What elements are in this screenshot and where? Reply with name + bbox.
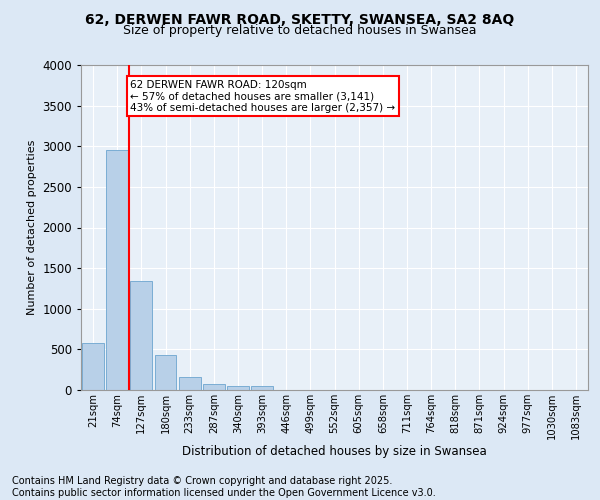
Text: Contains HM Land Registry data © Crown copyright and database right 2025.
Contai: Contains HM Land Registry data © Crown c… [12,476,436,498]
Bar [155,355,176,390]
Bar [203,384,224,390]
Text: 62, DERWEN FAWR ROAD, SKETTY, SWANSEA, SA2 8AQ: 62, DERWEN FAWR ROAD, SKETTY, SWANSEA, S… [85,12,515,26]
Y-axis label: Number of detached properties: Number of detached properties [27,140,37,315]
Bar [179,377,200,390]
Bar [251,386,273,390]
X-axis label: Distribution of detached houses by size in Swansea: Distribution of detached houses by size … [182,444,487,458]
Bar [82,343,104,390]
Text: Size of property relative to detached houses in Swansea: Size of property relative to detached ho… [123,24,477,37]
Bar [106,150,128,390]
Bar [227,386,249,390]
Text: 62 DERWEN FAWR ROAD: 120sqm
← 57% of detached houses are smaller (3,141)
43% of : 62 DERWEN FAWR ROAD: 120sqm ← 57% of det… [130,80,395,113]
Bar [130,281,152,390]
